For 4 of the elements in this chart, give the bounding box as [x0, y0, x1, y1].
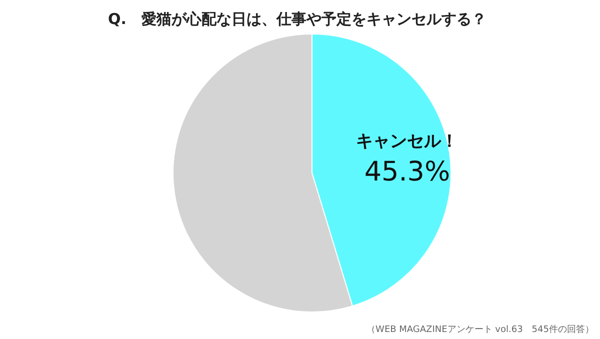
text: （WEB MAGAZINEアンケート vol.63 545件の回答）: [366, 324, 594, 335]
data-label: 45.3%: [364, 156, 450, 188]
slice-label: キャンセル！: [356, 131, 458, 152]
chart-title: Q. 愛猫が心配な日は、仕事や予定をキャンセルする？: [108, 10, 486, 28]
